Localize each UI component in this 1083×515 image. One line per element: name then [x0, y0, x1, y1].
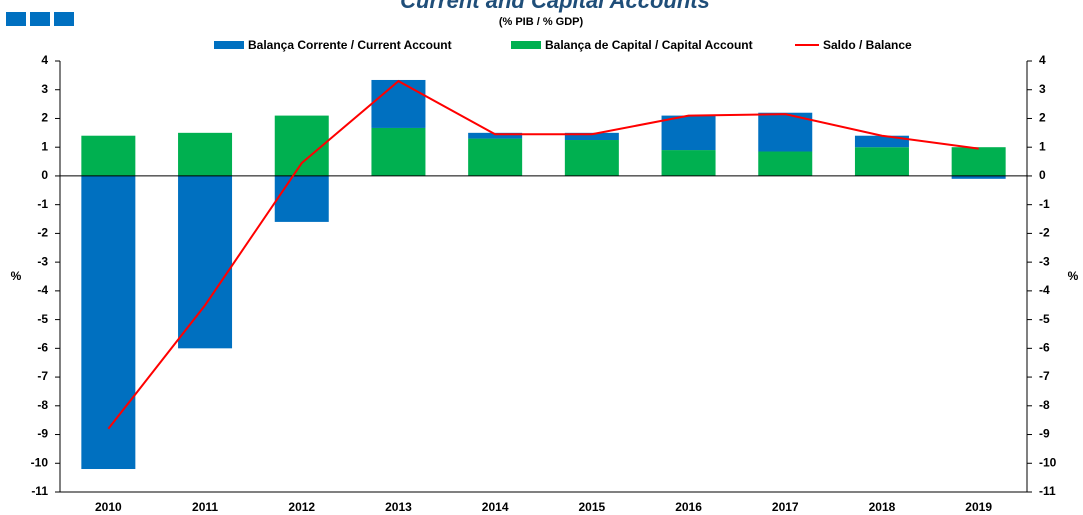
- y-tick-label: 0: [41, 168, 48, 182]
- y-tick-label: -1: [37, 197, 48, 211]
- y2-tick-label: 3: [1039, 82, 1046, 96]
- y-tick-label: -11: [31, 484, 48, 498]
- bar: [854, 147, 909, 176]
- y2-tick-label: -1: [1039, 197, 1050, 211]
- y2-tick-label: -8: [1039, 398, 1050, 412]
- chart-subtitle: (% PIB / % GDP): [499, 16, 584, 28]
- y2-tick-label: -6: [1039, 341, 1050, 355]
- bar: [371, 127, 426, 176]
- bar: [758, 151, 813, 176]
- y-tick-label: -10: [31, 455, 49, 469]
- y2-tick-label: -7: [1039, 369, 1050, 383]
- bar: [661, 150, 716, 176]
- y2-tick-label: -9: [1039, 427, 1050, 441]
- bar: [564, 140, 619, 176]
- y-tick-label: -8: [37, 398, 48, 412]
- y-tick-label: 1: [41, 139, 48, 153]
- y2-tick-label: -3: [1039, 254, 1050, 268]
- y2-tick-label: -10: [1039, 455, 1057, 469]
- bar: [951, 175, 1006, 179]
- y2-tick-label: -4: [1039, 283, 1050, 297]
- legend-label: Balança Corrente / Current Account: [248, 38, 452, 52]
- x-tick-label: 2012: [288, 500, 315, 514]
- bar: [178, 132, 233, 176]
- bar: [274, 115, 329, 176]
- y-tick-label: 3: [41, 82, 48, 96]
- logo: [30, 12, 50, 26]
- x-tick-label: 2010: [95, 500, 122, 514]
- y-tick-label: -5: [37, 312, 48, 326]
- bar: [81, 135, 136, 176]
- line: [107, 79, 979, 430]
- x-tick-label: 2017: [772, 500, 799, 514]
- bar: [81, 175, 136, 470]
- legend-swatch: [214, 41, 244, 49]
- y2-tick-label: -5: [1039, 312, 1050, 326]
- logo: [54, 12, 74, 26]
- x-tick-label: 2014: [482, 500, 509, 514]
- bar: [661, 115, 716, 151]
- y2-tick-label: 1: [1039, 139, 1046, 153]
- bar: [854, 135, 909, 148]
- x-tick-label: 2019: [965, 500, 992, 514]
- bar: [564, 132, 619, 141]
- x-tick-label: 2011: [192, 500, 218, 514]
- y2-tick-label: -2: [1039, 226, 1050, 240]
- y-tick-label: -4: [37, 283, 48, 297]
- y2-tick-label: 0: [1039, 168, 1046, 182]
- y2-tick-label: -11: [1039, 484, 1056, 498]
- x-tick-label: 2018: [869, 500, 896, 514]
- y-axis-label: %: [11, 269, 22, 283]
- y-tick-label: -2: [37, 226, 48, 240]
- x-tick-label: 2015: [578, 500, 605, 514]
- bar: [468, 138, 523, 176]
- bar: [371, 79, 426, 128]
- y2-axis-label: %: [1068, 269, 1079, 283]
- legend-label: Saldo / Balance: [823, 38, 912, 52]
- y-tick-label: -6: [37, 341, 48, 355]
- y2-tick-label: 4: [1039, 53, 1046, 67]
- bar: [951, 147, 1006, 176]
- bar: [178, 175, 233, 349]
- legend-swatch: [511, 41, 541, 49]
- y-tick-label: 2: [41, 111, 48, 125]
- chart-title: Current and Capital Accounts: [400, 0, 710, 13]
- y-tick-label: -3: [37, 254, 48, 268]
- x-tick-label: 2016: [675, 500, 702, 514]
- y2-tick-label: 2: [1039, 111, 1046, 125]
- legend-label: Balança de Capital / Capital Account: [545, 38, 753, 52]
- logo: [6, 12, 26, 26]
- y-tick-label: -7: [37, 369, 48, 383]
- bar: [274, 175, 329, 222]
- y-tick-label: 4: [41, 53, 48, 67]
- x-tick-label: 2013: [385, 500, 412, 514]
- y-tick-label: -9: [37, 427, 48, 441]
- bar: [468, 132, 523, 139]
